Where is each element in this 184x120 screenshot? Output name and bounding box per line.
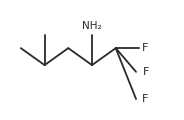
Text: F: F [142, 94, 148, 104]
Text: F: F [143, 67, 149, 77]
Text: F: F [142, 43, 148, 53]
Text: NH₂: NH₂ [82, 21, 102, 31]
